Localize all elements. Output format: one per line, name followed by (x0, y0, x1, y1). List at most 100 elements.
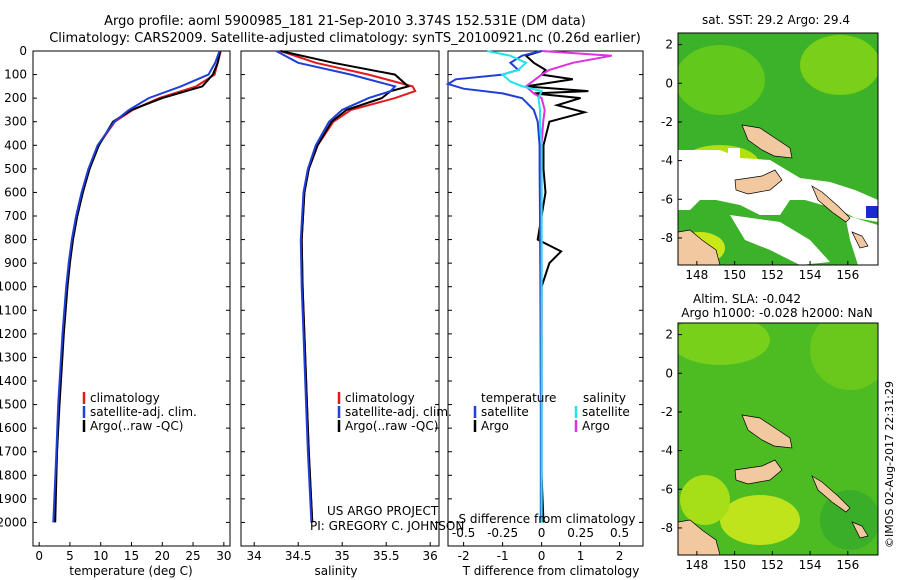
temperature-x-tick-label: 25 (185, 549, 200, 563)
watermark: ©IMOS 02-Aug-2017 22:31:29 (883, 381, 896, 548)
salinity-xlabel: salinity (314, 564, 357, 578)
map-lat-tick-label: -6 (661, 482, 673, 496)
temperature-x-tick-label: 0 (35, 549, 43, 563)
map-lon-tick-label: 154 (799, 558, 822, 572)
map-lat-tick-label: -2 (661, 405, 673, 419)
legend-heading-temperature: temperature (481, 391, 556, 405)
t-difference-x-tick-label: -2 (458, 549, 470, 563)
map-lat-tick-label: -8 (661, 521, 673, 535)
s-difference-xlabel: S difference from climatology (459, 512, 636, 526)
salinity-x-tick-label: 34 (247, 549, 262, 563)
depth-tick-label: 2000 (0, 515, 27, 529)
difference-panel: -2 -1 0 1 2 -0.5 -0.25 0 0.25 0.5 (445, 50, 629, 563)
depth-tick-label: 100 (4, 68, 27, 82)
depth-tick-label: 1700 (0, 445, 27, 459)
temperature-satellite-line (52, 50, 221, 523)
difference-panel-frame (447, 50, 644, 547)
map-lat-tick-label: 0 (665, 76, 673, 90)
depth-tick-label: 700 (4, 209, 27, 223)
sst-map-frame (677, 32, 879, 266)
legend-heading-salinity: salinity (583, 391, 626, 405)
legend-label-argo: Argo(..raw -QC) (90, 419, 183, 433)
salinity-panel: 34 34.5 35 35.5 36 (247, 50, 438, 563)
depth-tick-label: 900 (4, 256, 27, 270)
temperature-xlabel: temperature (deg C) (69, 564, 192, 578)
depth-tick-label: 0 (19, 44, 27, 58)
depth-axis: 0 100 200 300 400 500 600 700 800 900 1000 1100 1200… (0, 44, 643, 529)
s-difference-tick-label: 0.25 (567, 526, 594, 540)
temperature-x-tick-label: 20 (155, 549, 170, 563)
map-axes: 148 148 150 150 152 152 154 154 156 156 2 2 0 0 -2 -2 -4… (661, 38, 859, 572)
salinity-panel-frame (240, 50, 440, 547)
sla-high-patch (810, 323, 878, 390)
land-bougainville (811, 475, 851, 513)
salinity-satellite-line (275, 50, 397, 523)
t-difference-x-tick-label: 1 (577, 549, 585, 563)
map-lat-tick-label: 2 (665, 328, 673, 342)
temperature-x-tick-label: 15 (124, 549, 139, 563)
t-difference-x-tick-label: 0 (538, 549, 546, 563)
legend-label-climatology: climatology (345, 391, 415, 405)
land-new-britain-south (734, 169, 783, 195)
map-lat-tick-label: -4 (661, 154, 673, 168)
t-difference-argo-line (524, 50, 589, 523)
sst-cloud-mask (728, 148, 740, 158)
salinity-x-tick-label: 35.5 (373, 549, 400, 563)
sla-high-patch (678, 323, 770, 365)
legend-label-s-satellite: satellite (582, 405, 630, 419)
depth-tick-label: 300 (4, 115, 27, 129)
sst-warm-patch (800, 35, 878, 95)
land-island (851, 231, 869, 249)
sla-map-frame (677, 322, 879, 556)
depth-tick-label: 800 (4, 233, 27, 247)
map-lat-tick-label: -2 (661, 115, 673, 129)
map-lon-tick-label: 150 (723, 268, 746, 282)
depth-tick-label: 1000 (0, 280, 27, 294)
depth-tick-label: 1800 (0, 468, 27, 482)
depth-tick-label: 1300 (0, 350, 27, 364)
depth-tick-label: 200 (4, 91, 27, 105)
title-line2: Climatology: CARS2009. Satellite-adjuste… (49, 31, 641, 46)
legend-label-climatology: climatology (90, 391, 160, 405)
salinity-legend: climatology satellite-adj. clim. Argo(..… (337, 391, 452, 433)
map-lat-tick-label: 2 (665, 38, 673, 52)
legend-label-s-argo: Argo (582, 419, 610, 433)
land-new-britain (741, 414, 793, 449)
legend-label-t-argo: Argo (481, 419, 509, 433)
depth-tick-label: 1600 (0, 421, 27, 435)
temperature-argo-line (54, 50, 222, 523)
temperature-x-tick-label: 10 (93, 549, 108, 563)
salinity-x-tick-label: 36 (423, 549, 438, 563)
s-difference-tick-label: 0 (538, 526, 546, 540)
map-lat-tick-label: -4 (661, 444, 673, 458)
sla-high-patch (720, 495, 800, 545)
map-lon-tick-label: 152 (761, 268, 784, 282)
sst-warm-patch (678, 45, 765, 115)
sst-cloud-mask (730, 215, 830, 265)
map-lat-tick-label: -8 (661, 231, 673, 245)
depth-tick-label: 1200 (0, 327, 27, 341)
salinity-argo-line (280, 50, 411, 523)
s-difference-satellite-line (486, 50, 543, 523)
map-lon-tick-label: 152 (761, 558, 784, 572)
pi-label: PI: GREGORY C. JOHNSON (310, 519, 464, 533)
depth-tick-label: 600 (4, 185, 27, 199)
land-island (851, 521, 869, 539)
map-lon-tick-label: 156 (836, 558, 859, 572)
sla-map-title-line2: Argo h1000: -0.028 h2000: NaN (681, 306, 873, 320)
sla-map (677, 322, 879, 556)
temperature-x-tick-label: 30 (216, 549, 231, 563)
s-difference-tick-label: 0.5 (610, 526, 629, 540)
legend-label-t-satellite: satellite (481, 405, 529, 419)
t-difference-satellite-line (445, 50, 542, 523)
temperature-x-tick-label: 5 (66, 549, 74, 563)
map-lon-tick-label: 156 (836, 268, 859, 282)
temperature-panel: 0 5 10 15 20 25 30 (35, 50, 231, 563)
project-label: US ARGO PROJECT (327, 504, 439, 518)
depth-tick-label: 1900 (0, 492, 27, 506)
sst-map-title: sat. SST: 29.2 Argo: 29.4 (702, 13, 850, 27)
s-difference-argo-line (524, 50, 612, 523)
salinity-x-tick-label: 34.5 (285, 549, 312, 563)
map-lon-tick-label: 154 (799, 268, 822, 282)
